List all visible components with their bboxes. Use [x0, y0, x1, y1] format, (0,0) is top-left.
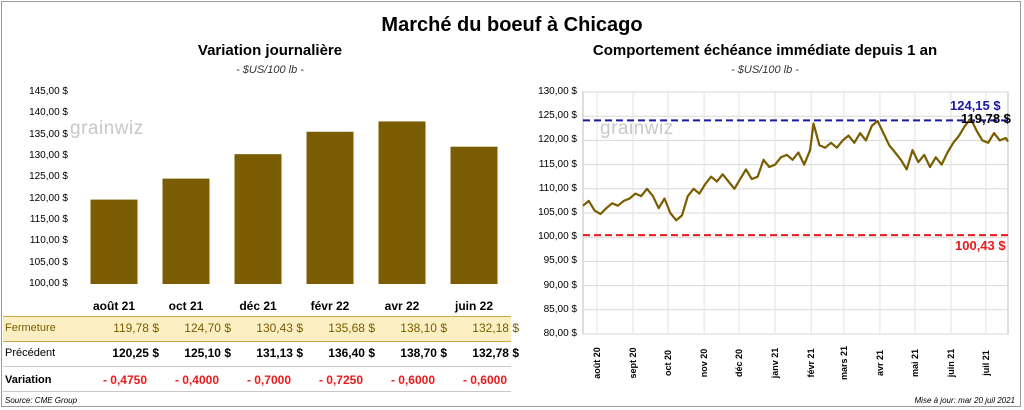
bar-category-label: août 21 — [92, 299, 135, 313]
line-y-tick-label: 90,00 $ — [543, 279, 577, 291]
bar-y-tick-label: 110,00 $ — [29, 235, 68, 247]
bar-y-tick-label: 140,00 $ — [29, 107, 68, 119]
watermark-right: grainwiz — [600, 118, 674, 139]
bar — [450, 146, 498, 284]
variation-cell: - 0,6000 — [462, 373, 507, 387]
left-panel-subtitle: - $US/100 lb - — [236, 64, 304, 76]
divider — [3, 366, 511, 367]
bar-y-tick-label: 145,00 $ — [29, 86, 68, 97]
high-value-label: 124,15 $ — [950, 98, 1001, 114]
source-note: Source: CME Group — [5, 396, 78, 405]
line-y-tick-label: 85,00 $ — [543, 303, 577, 315]
bar — [162, 178, 210, 284]
closing-price-cell: 138,10 $ — [400, 321, 447, 335]
closing-price-cell: 124,70 $ — [184, 321, 231, 335]
line-x-tick-label: nov 20 — [699, 348, 710, 378]
bar-y-tick-label: 105,00 $ — [29, 256, 68, 268]
line-x-tick-label: mai 21 — [909, 348, 920, 378]
bar-category-label: déc 21 — [239, 299, 277, 313]
line-x-tick-label: janv 21 — [770, 347, 781, 379]
previous-price-cell: 120,25 $ — [112, 346, 159, 360]
bar-y-tick-label: 120,00 $ — [29, 192, 68, 204]
line-x-tick-label: oct 20 — [663, 350, 673, 377]
line-y-tick-label: 95,00 $ — [543, 255, 577, 267]
previous-price-cell: 132,78 $ — [472, 346, 519, 360]
variation-cell: - 0,7250 — [318, 373, 363, 387]
variation-cell: - 0,4750 — [102, 373, 147, 387]
bar — [378, 121, 426, 284]
price-series-line — [582, 117, 1009, 222]
page-title: Marché du boeuf à Chicago — [381, 14, 643, 36]
watermark-left: grainwiz — [70, 118, 144, 139]
line-y-tick-label: 110,00 $ — [538, 182, 577, 194]
line-x-tick-label: avr 21 — [874, 349, 885, 377]
update-note: Mise à jour: mar 20 juil 2021 — [914, 396, 1016, 405]
bar-y-tick-label: 130,00 $ — [29, 150, 68, 161]
line-y-tick-label: 130,00 $ — [538, 86, 577, 97]
line-x-tick-label: juin 21 — [945, 348, 956, 378]
closing-row-background — [3, 316, 511, 342]
variation-cell: - 0,7000 — [246, 373, 291, 387]
previous-price-cell: 138,70 $ — [400, 346, 447, 360]
closing-price-cell: 130,43 $ — [256, 321, 303, 335]
divider — [3, 391, 511, 392]
closing-price-cell: 119,78 $ — [113, 321, 159, 335]
bar-y-tick-label: 135,00 $ — [29, 128, 68, 140]
bar — [90, 199, 138, 284]
bar — [234, 154, 282, 284]
line-x-tick-label: déc 20 — [734, 348, 745, 378]
line-y-tick-label: 105,00 $ — [538, 207, 577, 218]
line-x-tick-label: sept 20 — [628, 347, 639, 379]
previous-price-cell: 125,10 $ — [184, 346, 231, 360]
line-x-tick-label: mars 21 — [838, 345, 849, 381]
closing-price-cell: 132,18 $ — [472, 321, 519, 335]
variation-cell: - 0,6000 — [390, 373, 435, 387]
previous-price-cell: 136,40 $ — [328, 346, 375, 360]
previous-price-cell: 131,13 $ — [256, 346, 303, 360]
line-y-tick-label: 80,00 $ — [543, 328, 577, 339]
bar — [306, 131, 354, 284]
bar-category-label: oct 21 — [168, 299, 204, 313]
row-label-variation: Variation — [5, 374, 52, 386]
last-value-label: 119,78 $ — [961, 111, 1011, 127]
bar-category-label: avr 22 — [384, 299, 420, 313]
bar-category-label: févr 22 — [310, 299, 350, 313]
line-x-tick-label: févr 21 — [806, 348, 817, 378]
right-panel-title: Comportement échéance immédiate depuis 1… — [592, 42, 938, 59]
closing-price-cell: 135,68 $ — [328, 321, 375, 335]
bar-category-label: juin 22 — [454, 299, 493, 313]
bar-y-tick-label: 115,00 $ — [29, 214, 68, 225]
line-y-tick-label: 100,00 $ — [538, 231, 577, 243]
line-y-tick-label: 125,00 $ — [538, 110, 577, 122]
bar-y-tick-label: 125,00 $ — [29, 171, 68, 183]
row-label-fermeture: Fermeture — [5, 322, 56, 334]
bar-y-tick-label: 100,00 $ — [29, 278, 68, 289]
left-panel-title: Variation journalière — [197, 42, 343, 59]
line-y-tick-label: 120,00 $ — [538, 134, 577, 146]
low-value-label: 100,43 $ — [955, 238, 1006, 254]
line-y-tick-label: 115,00 $ — [538, 158, 577, 170]
line-x-tick-label: juil 21 — [980, 350, 991, 376]
right-panel-subtitle: - $US/100 lb - — [731, 64, 799, 76]
line-x-tick-label: août 20 — [591, 347, 602, 379]
variation-cell: - 0,4000 — [174, 373, 219, 387]
row-label-precedent: Précédent — [5, 347, 56, 359]
